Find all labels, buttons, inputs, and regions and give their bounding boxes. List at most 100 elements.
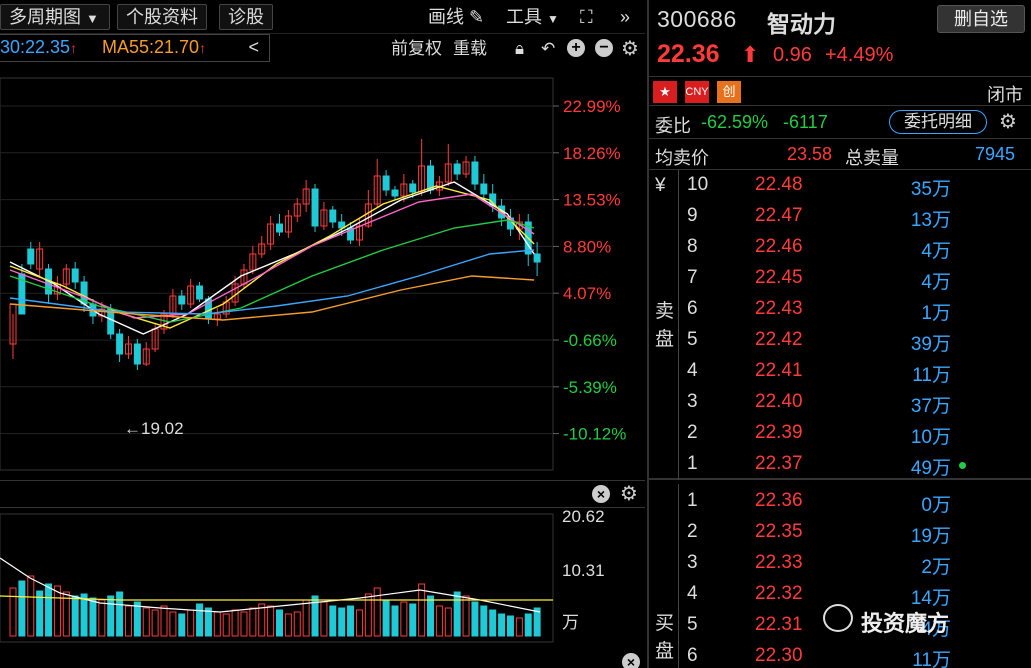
candle-body: [142, 348, 150, 365]
tools-label: 工具: [506, 7, 542, 27]
order-detail-button[interactable]: 委托明细: [889, 110, 987, 134]
multi-period-button[interactable]: 多周期图 ▼: [0, 4, 110, 30]
candle-body: [302, 188, 310, 205]
ma55-readout: MA55:21.70↑: [102, 37, 207, 57]
volume-bar: [267, 605, 275, 637]
volume-bar: [311, 595, 319, 637]
buy-price: 22.32: [755, 583, 803, 604]
total-sell-label: 总卖量: [845, 148, 899, 168]
candle-body: [62, 268, 70, 285]
buy-label: 买盘: [655, 613, 675, 662]
volume-tick-label: 20.62: [562, 508, 605, 526]
currency-icon: ¥: [655, 175, 666, 196]
volume-bar: [320, 601, 328, 637]
buy-row[interactable]: 6 22.30 11万: [679, 641, 1031, 668]
close-icon[interactable]: ×: [622, 653, 640, 668]
draw-line-button[interactable]: 画线 ✎: [428, 4, 484, 30]
candle-body: [71, 268, 79, 283]
sell-row[interactable]: 10 22.48 35万: [679, 170, 1031, 201]
zoom-out-icon[interactable]: −: [595, 39, 613, 57]
sell-price: 22.40: [755, 391, 803, 412]
candle-body: [27, 248, 35, 265]
sell-level: 7: [687, 267, 698, 288]
candle-body: [284, 215, 292, 233]
buy-side: 买盘: [649, 484, 679, 668]
remove-watchlist-button[interactable]: 删自选: [937, 5, 1025, 33]
y-tick-label: 13.53%: [563, 191, 621, 210]
buy-row[interactable]: 1 22.36 0万: [679, 486, 1031, 517]
volume-bar: [222, 613, 230, 637]
expand-icon[interactable]: ⛶: [580, 7, 593, 27]
collapse-icon[interactable]: <: [248, 37, 259, 57]
undo-icon[interactable]: ↶: [541, 39, 556, 58]
volume-ma5-line: [0, 557, 541, 613]
volume-bar: [18, 580, 26, 637]
sell-row[interactable]: 4 22.41 11万: [679, 356, 1031, 387]
buy-volume: 11万: [912, 650, 951, 668]
volume-bar: [116, 591, 124, 637]
reload-button[interactable]: 重载: [453, 39, 487, 58]
sell-level: 4: [687, 360, 698, 381]
sell-row[interactable]: 6 22.43 1万: [679, 294, 1031, 325]
candlestick-chart[interactable]: 22.99% 18.26% 13.53% 8.80% 4.07% -0.66% -5.39%…: [0, 64, 645, 480]
lock-icon[interactable]: 🔒︎: [515, 39, 525, 58]
price-change: 0.96: [773, 44, 812, 66]
avg-sell-row: 均卖价 23.58 总卖量 7945: [649, 140, 1031, 170]
volume-bar: [240, 611, 248, 637]
volume-bar: [364, 593, 372, 637]
volume-bar: [524, 613, 532, 637]
stock-profile-button[interactable]: 个股资料: [117, 4, 207, 30]
buy-volume: 14万: [910, 588, 951, 609]
sell-row[interactable]: 8 22.46 4万: [679, 232, 1031, 263]
buy-volume: 19万: [910, 526, 951, 547]
candle-body: [258, 243, 266, 255]
volume-bar: [489, 609, 497, 637]
buy-price: 22.35: [755, 521, 803, 542]
buy-row[interactable]: 3 22.33 2万: [679, 548, 1031, 579]
diagnose-button[interactable]: 诊股: [219, 4, 273, 30]
last-price: 22.36: [657, 40, 720, 68]
candle-body: [249, 253, 257, 271]
sell-row[interactable]: 3 22.40 37万: [679, 387, 1031, 418]
sell-row[interactable]: 9 22.47 13万: [679, 201, 1031, 232]
buy-book: 买盘 1 22.36 0万 2 22.35 19万 3 22.33 2万 4 22.32 14万 5 22…: [649, 484, 1031, 668]
sell-price: 22.47: [755, 205, 803, 226]
volume-chart[interactable]: 20.62 10.31 万: [0, 508, 645, 648]
close-icon[interactable]: ×: [592, 485, 610, 503]
volume-bar: [98, 599, 106, 637]
volume-bar: [213, 611, 221, 637]
sell-row[interactable]: 5 22.42 39万: [679, 325, 1031, 356]
sell-volume: 4万: [921, 272, 951, 293]
y-tick-label: -5.39%: [563, 378, 617, 397]
candle-body: [471, 161, 479, 185]
buy-row[interactable]: 5 22.31 4万: [679, 610, 1031, 641]
avg-sell-label: 均卖价: [655, 148, 709, 168]
volume-bar: [276, 609, 283, 637]
buy-row[interactable]: 2 22.35 19万: [679, 517, 1031, 548]
sell-label: 卖盘: [655, 301, 675, 350]
candle-body: [329, 209, 337, 223]
volume-bar: [249, 607, 257, 637]
zoom-in-icon[interactable]: +: [567, 39, 585, 57]
candle-body: [462, 161, 470, 175]
tools-menu[interactable]: 工具 ▼: [506, 4, 559, 30]
y-tick-label: 18.26%: [563, 144, 621, 163]
volume-bar: [9, 587, 17, 637]
sell-row[interactable]: 7 22.45 4万: [679, 263, 1031, 294]
candle-body: [133, 343, 141, 365]
volume-bar: [533, 607, 541, 637]
gear-icon[interactable]: ⚙: [621, 38, 639, 60]
sell-row[interactable]: 2 22.39 10万: [679, 418, 1031, 449]
gear-icon[interactable]: ⚙: [620, 483, 638, 505]
volume-bar: [400, 601, 408, 637]
volume-bar: [27, 575, 35, 637]
more-icon[interactable]: »: [620, 7, 631, 27]
y-tick-label: 22.99%: [563, 97, 621, 116]
sell-row[interactable]: 1 22.37 49万: [679, 449, 1031, 480]
volume-bar: [89, 597, 97, 637]
volume-bar: [506, 615, 514, 637]
buy-row[interactable]: 4 22.32 14万: [679, 579, 1031, 610]
buy-price: 22.31: [755, 614, 803, 635]
gear-icon[interactable]: ⚙: [999, 111, 1017, 133]
adjust-button[interactable]: 前复权: [391, 39, 442, 58]
